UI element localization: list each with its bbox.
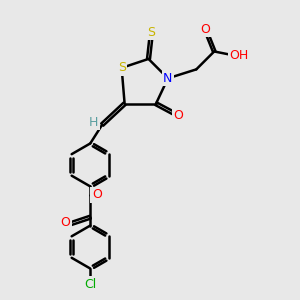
Text: Cl: Cl xyxy=(84,278,96,291)
Text: O: O xyxy=(92,188,102,201)
Text: O: O xyxy=(200,22,210,36)
Text: O: O xyxy=(61,216,70,229)
Text: OH: OH xyxy=(230,50,249,62)
Text: O: O xyxy=(173,109,183,122)
Text: N: N xyxy=(163,72,172,85)
Text: H: H xyxy=(89,116,98,129)
Text: S: S xyxy=(148,26,155,38)
Text: S: S xyxy=(118,61,126,74)
